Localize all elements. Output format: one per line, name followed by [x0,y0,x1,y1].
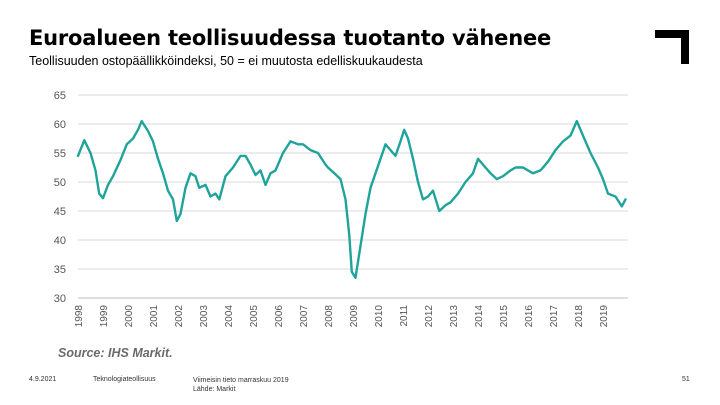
x-tick-label: 2004 [224,305,235,328]
y-axis-ticks: 65 60 55 50 45 40 35 30 [54,90,66,305]
x-axis-ticks: 1998 1999 2000 2001 2002 2003 2004 2005 2006 2007… [74,305,610,328]
chart-subtitle: Teollisuuden ostopäällikköindeksi, 50 = … [29,54,423,68]
y-tick-label: 55 [54,148,66,160]
x-tick-label: 2018 [574,305,585,328]
x-tick-label: 2013 [449,305,460,328]
x-tick-label: 2008 [324,305,335,328]
x-tick-label: 2010 [374,305,385,328]
series-layer [76,119,627,279]
x-tick-label: 2019 [599,305,610,328]
x-tick-label: 2000 [124,305,135,328]
x-tick-label: 2014 [474,305,485,328]
x-tick-label: 2002 [174,305,185,328]
footer-note: Viimeisin tieto marraskuu 2019 Lähde: Ma… [193,376,289,394]
y-tick-label: 60 [54,119,66,131]
x-tick-label: 2017 [549,305,560,328]
y-tick-label: 35 [54,264,66,276]
y-tick-label: 45 [54,206,66,218]
x-tick-label: 2003 [199,305,210,328]
y-tick-label: 40 [54,235,66,247]
x-tick-label: 2011 [399,305,410,327]
x-tick-label: 2009 [349,305,360,328]
series-line [76,119,627,279]
y-tick-label: 30 [54,293,66,305]
x-tick-label: 1998 [74,305,85,328]
x-tick-label: 2012 [424,305,435,328]
x-tick-label: 2016 [524,305,535,328]
page-title: Euroalueen teollisuudessa tuotanto vähen… [29,26,552,50]
x-tick-label: 2001 [149,305,160,328]
corner-bracket-logo-icon [655,30,689,64]
y-tick-label: 50 [54,177,66,189]
page-number: 51 [682,376,690,383]
source-note: Source: IHS Markit. [58,346,173,360]
footer-date: 4.9.2021 [29,376,57,383]
y-tick-label: 65 [54,90,66,102]
x-tick-label: 2007 [299,305,310,328]
x-tick-label: 1999 [99,305,110,328]
footer-note-line-1: Viimeisin tieto marraskuu 2019 [193,377,289,384]
footer-organization: Teknologiateollisuus [93,376,156,383]
x-tick-label: 2005 [249,305,260,328]
x-tick-label: 2006 [274,305,285,328]
footer-note-line-2: Lähde: Markit [193,386,236,393]
chart-gridlines [78,94,628,299]
x-tick-label: 2015 [499,305,510,328]
